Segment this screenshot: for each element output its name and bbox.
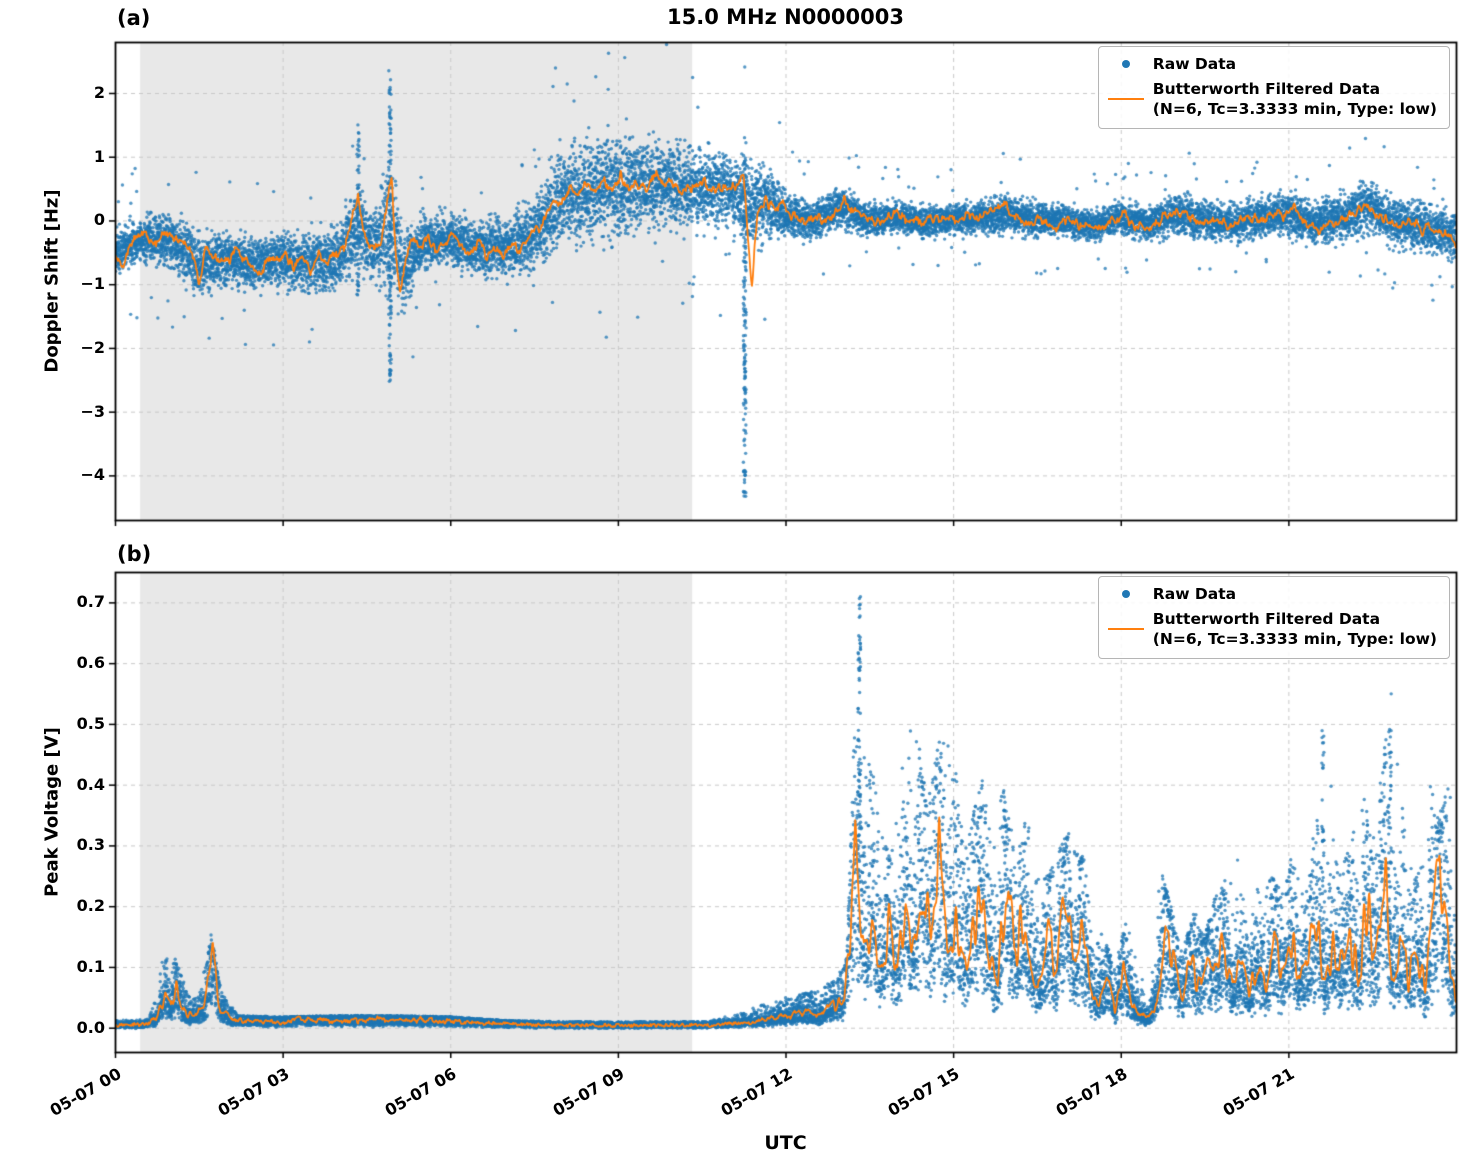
- legend-raw-label: Raw Data: [1152, 585, 1237, 603]
- y-axis-label-voltage: Peak Voltage [V]: [41, 727, 63, 897]
- legend-filtered-label: Butterworth Filtered Data (N=6, Tc=3.333…: [1153, 609, 1437, 649]
- legend-raw-entry: Raw Data: [1108, 54, 1437, 74]
- legend-filtered-label-line2: (N=6, Tc=3.3333 min, Type: low): [1152, 100, 1437, 119]
- legend-filtered-label-line2: (N=6, Tc=3.3333 min, Type: low): [1152, 630, 1437, 649]
- legend-filtered-entry: Butterworth Filtered Data (N=6, Tc=3.333…: [1107, 609, 1437, 649]
- y-tick-label-a: −2: [80, 337, 105, 357]
- y-tick-label-a: 0: [93, 210, 105, 230]
- y-tick-label-b: 0.6: [76, 653, 105, 673]
- y-tick-label-a: 2: [93, 82, 105, 102]
- legend-filtered-label: Butterworth Filtered Data (N=6, Tc=3.333…: [1153, 79, 1437, 119]
- panel-b-label: (b): [117, 542, 152, 566]
- legend-raw-entry: Raw Data: [1108, 584, 1437, 604]
- legend-filtered-entry: Butterworth Filtered Data (N=6, Tc=3.333…: [1107, 79, 1437, 119]
- y-tick-label-b: 0.1: [76, 956, 105, 976]
- y-tick-label-b: 0.0: [76, 1017, 105, 1037]
- y-tick-label-a: −4: [80, 465, 105, 485]
- legend-filtered-label-line1: Butterworth Filtered Data: [1152, 610, 1381, 629]
- y-tick-label-b: 0.4: [76, 774, 105, 794]
- legend-raw-label: Raw Data: [1152, 55, 1237, 73]
- raw-data-dot-icon: [1108, 590, 1144, 599]
- filtered-line-icon: [1107, 98, 1144, 101]
- y-tick-label-b: 0.5: [76, 713, 105, 733]
- x-axis-label: UTC: [764, 1132, 807, 1154]
- filtered-line-icon: [1107, 628, 1144, 631]
- y-tick-label-b: 0.7: [76, 592, 105, 612]
- raw-data-dot-icon: [1108, 60, 1144, 69]
- y-tick-label-b: 0.2: [76, 896, 105, 916]
- chart-title: 15.0 MHz N0000003: [667, 5, 904, 29]
- legend-panel-b: Raw Data Butterworth Filtered Data (N=6,…: [1097, 576, 1450, 660]
- y-tick-label-b: 0.3: [76, 835, 105, 855]
- y-tick-label-a: 1: [93, 146, 105, 166]
- legend-filtered-label-line1: Butterworth Filtered Data: [1152, 80, 1381, 99]
- panel-a-label: (a): [117, 6, 151, 30]
- y-tick-label-a: −1: [80, 274, 105, 294]
- y-tick-label-a: −3: [80, 401, 105, 421]
- legend-panel-a: Raw Data Butterworth Filtered Data (N=6,…: [1097, 46, 1450, 130]
